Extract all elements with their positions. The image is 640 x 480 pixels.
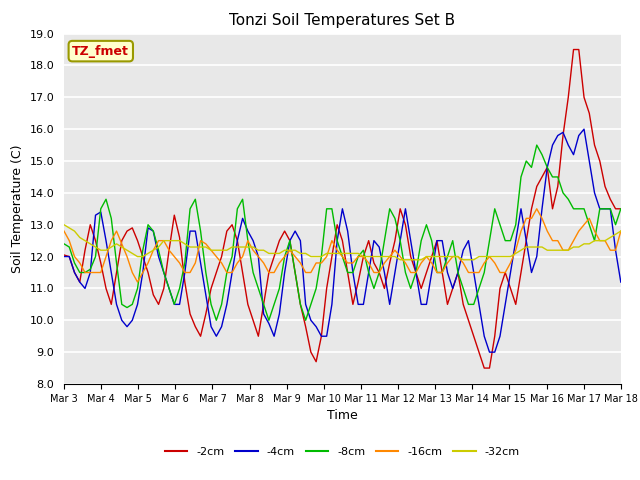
Text: TZ_fmet: TZ_fmet bbox=[72, 45, 129, 58]
Y-axis label: Soil Temperature (C): Soil Temperature (C) bbox=[11, 144, 24, 273]
Title: Tonzi Soil Temperatures Set B: Tonzi Soil Temperatures Set B bbox=[229, 13, 456, 28]
X-axis label: Time: Time bbox=[327, 409, 358, 422]
Legend: -2cm, -4cm, -8cm, -16cm, -32cm: -2cm, -4cm, -8cm, -16cm, -32cm bbox=[161, 442, 524, 461]
